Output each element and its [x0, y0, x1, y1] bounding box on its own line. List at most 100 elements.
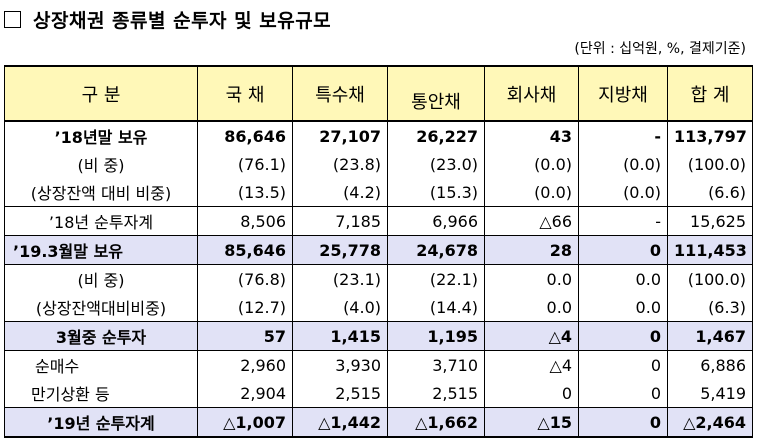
- checkbox-square-icon: [4, 10, 21, 28]
- cell: 0: [484, 379, 579, 408]
- cell: (4.2): [292, 178, 388, 207]
- cell: 113,797: [667, 121, 753, 150]
- cell: 1,195: [387, 321, 485, 351]
- cell: 86,646: [197, 121, 293, 150]
- cell: 26,227: [387, 121, 485, 150]
- cell: △1,442: [292, 407, 388, 438]
- table-row: (상장잔액 대비 비중) (13.5) (4.2) (15.3) (0.0) (…: [4, 178, 753, 207]
- cell: (23.1): [292, 264, 388, 293]
- cell: 85,646: [197, 235, 293, 265]
- row-label: (상장잔액대비비중): [4, 293, 198, 322]
- cell: △66: [484, 206, 579, 236]
- row-label: ’19년 순투자계: [4, 407, 198, 438]
- cell: △15: [484, 407, 579, 438]
- cell: 2,515: [387, 379, 485, 408]
- row-label: ’18년말 보유: [4, 121, 198, 150]
- cell: 28: [484, 235, 579, 265]
- cell: 57: [197, 321, 293, 351]
- cell: 0.0: [484, 293, 579, 322]
- cell: 6,886: [667, 350, 753, 379]
- cell: (14.4): [387, 293, 485, 322]
- cell: -: [578, 121, 668, 150]
- cell: 1,467: [667, 321, 753, 351]
- col-header-treasury: 국 채: [197, 65, 293, 122]
- cell: 1,415: [292, 321, 388, 351]
- cell: 7,185: [292, 206, 388, 236]
- cell: 0: [578, 321, 668, 351]
- table-header-row: 구 분 국 채 특수채 통안채 회사채 지방채 합 계: [4, 65, 753, 122]
- col-header-special: 특수채: [292, 65, 388, 122]
- row-label: 3월중 순투자: [4, 321, 198, 351]
- table-row: (비 중) (76.1) (23.8) (23.0) (0.0) (0.0) (…: [4, 150, 753, 178]
- cell: 2,515: [292, 379, 388, 408]
- cell: 0.0: [578, 293, 668, 322]
- col-header-municipal: 지방채: [578, 65, 668, 122]
- cell: 0: [578, 235, 668, 265]
- unit-note: (단위 : 십억원, %, 결제기준): [574, 41, 746, 57]
- cell: (0.0): [484, 150, 579, 178]
- cell: (0.0): [578, 178, 668, 207]
- col-header-msb: 통안채: [387, 65, 485, 122]
- cell: -: [578, 206, 668, 236]
- cell: 6,966: [387, 206, 485, 236]
- cell: 5,419: [667, 379, 753, 408]
- cell: 27,107: [292, 121, 388, 150]
- cell: 15,625: [667, 206, 753, 236]
- cell: 25,778: [292, 235, 388, 265]
- cell: 2,904: [197, 379, 293, 408]
- table-row-highlight: ’19년 순투자계 △1,007 △1,442 △1,662 △15 0 △2,…: [4, 407, 753, 438]
- cell: 2,960: [197, 350, 293, 379]
- cell: (12.7): [197, 293, 293, 322]
- cell: △4: [484, 321, 579, 351]
- cell: 3,710: [387, 350, 485, 379]
- cell: (0.0): [578, 150, 668, 178]
- cell: 24,678: [387, 235, 485, 265]
- cell: 0.0: [578, 264, 668, 293]
- table-row-highlight: ’19.3월말 보유 85,646 25,778 24,678 28 0 111…: [4, 235, 753, 265]
- cell: 8,506: [197, 206, 293, 236]
- cell: (6.6): [667, 178, 753, 207]
- title-text: 상장채권 종류별 순투자 및 보유규모: [33, 9, 332, 32]
- row-label: (비 중): [4, 264, 198, 293]
- cell: △2,464: [667, 407, 753, 438]
- col-header-corporate: 회사채: [484, 65, 579, 122]
- table-row-highlight: 3월중 순투자 57 1,415 1,195 △4 0 1,467: [4, 321, 753, 351]
- cell: △4: [484, 350, 579, 379]
- cell: (76.8): [197, 264, 293, 293]
- row-label: (비 중): [4, 150, 198, 178]
- cell: △1,007: [197, 407, 293, 438]
- bond-holdings-table: 구 분 국 채 특수채 통안채 회사채 지방채 합 계 ’18년말 보유 86,…: [4, 65, 753, 438]
- cell: △1,662: [387, 407, 485, 438]
- cell: 0: [578, 379, 668, 408]
- row-label: ’19.3월말 보유: [4, 235, 198, 265]
- cell: 3,930: [292, 350, 388, 379]
- table-row: 순매수 2,960 3,930 3,710 △4 0 6,886: [4, 350, 753, 379]
- cell: (0.0): [484, 178, 579, 207]
- table-row: ’18년 순투자계 8,506 7,185 6,966 △66 - 15,625: [4, 206, 753, 236]
- cell: (76.1): [197, 150, 293, 178]
- table-row: (상장잔액대비비중) (12.7) (4.0) (14.4) 0.0 0.0 (…: [4, 293, 753, 322]
- col-header-category: 구 분: [4, 65, 198, 122]
- cell: (23.0): [387, 150, 485, 178]
- cell: 43: [484, 121, 579, 150]
- cell: 111,453: [667, 235, 753, 265]
- table-row: ’18년말 보유 86,646 27,107 26,227 43 - 113,7…: [4, 121, 753, 150]
- cell: 0: [578, 407, 668, 438]
- cell: (6.3): [667, 293, 753, 322]
- row-label: 순매수: [4, 350, 198, 379]
- cell: 0: [578, 350, 668, 379]
- cell: 0.0: [484, 264, 579, 293]
- cell: (4.0): [292, 293, 388, 322]
- row-label: 만기상환 등: [4, 379, 198, 408]
- cell: (100.0): [667, 264, 753, 293]
- row-label: ’18년 순투자계: [4, 206, 198, 236]
- row-label: (상장잔액 대비 비중): [4, 178, 198, 207]
- cell: (22.1): [387, 264, 485, 293]
- cell: (100.0): [667, 150, 753, 178]
- table-row: (비 중) (76.8) (23.1) (22.1) 0.0 0.0 (100.…: [4, 264, 753, 293]
- col-header-total: 합 계: [667, 65, 753, 122]
- cell: (13.5): [197, 178, 293, 207]
- report-title: 상장채권 종류별 순투자 및 보유규모: [4, 2, 331, 36]
- table-row: 만기상환 등 2,904 2,515 2,515 0 0 5,419: [4, 379, 753, 408]
- cell: (15.3): [387, 178, 485, 207]
